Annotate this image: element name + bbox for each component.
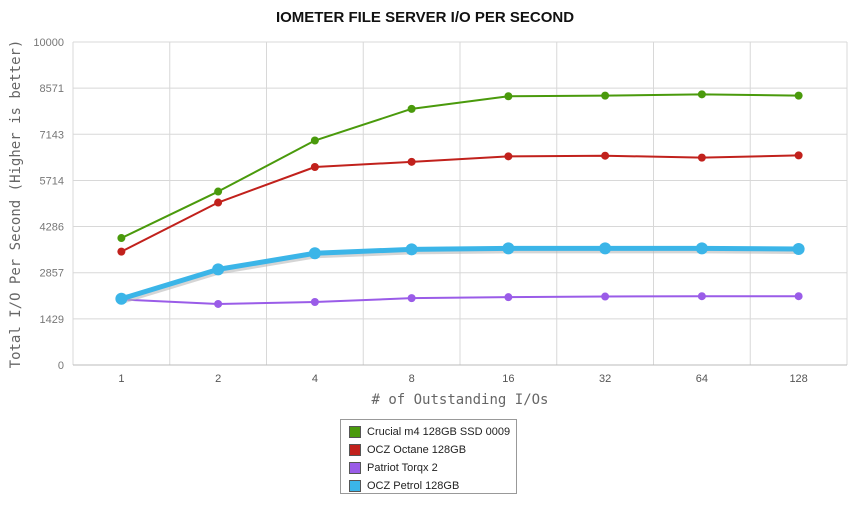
chart-title: IOMETER FILE SERVER I/O PER SECOND: [275, 9, 575, 26]
grid-lines: [72, 41, 848, 366]
data-point: [310, 163, 319, 172]
data-point: [502, 242, 515, 255]
y-axis-label: Total I/O Per Second (Higher is better): [8, 40, 24, 369]
data-point: [212, 263, 225, 276]
y-tick-label: 10000: [33, 37, 64, 49]
y-tick-label: 1429: [40, 314, 64, 326]
y-tick-label: 4286: [40, 222, 64, 234]
data-point: [601, 91, 610, 100]
legend-item[interactable]: Patriot Torqx 2: [349, 459, 516, 477]
x-tick-label: 4: [312, 373, 318, 385]
legend-label: Crucial m4 128GB SSD 0009: [367, 426, 511, 438]
data-point: [310, 298, 319, 307]
data-point: [697, 292, 706, 301]
data-point: [504, 152, 513, 161]
data-point: [601, 292, 610, 301]
data-point: [214, 299, 223, 308]
x-tick-label: 2: [215, 373, 221, 385]
y-tick-label: 0: [58, 360, 64, 372]
data-point: [601, 151, 610, 160]
y-axis-ticks: 0 1429 2857 4286 5714 7143 8571 10000: [33, 37, 64, 372]
legend-swatch: [349, 426, 361, 438]
x-tick-label: 64: [696, 373, 708, 385]
legend-label: OCZ Petrol 128GB: [367, 480, 460, 492]
legend-item[interactable]: Crucial m4 128GB SSD 0009: [349, 423, 516, 441]
series-line: [120, 245, 799, 302]
legend-item[interactable]: OCZ Octane 128GB: [349, 441, 516, 459]
data-point: [504, 293, 513, 302]
legend-item[interactable]: OCZ Petrol 128GB: [349, 477, 516, 495]
data-point: [407, 104, 416, 113]
series-line: [121, 295, 799, 305]
data-point: [407, 294, 416, 303]
data-point: [214, 198, 223, 207]
data-point: [405, 243, 418, 256]
data-point: [115, 292, 128, 305]
y-tick-label: 5714: [40, 175, 64, 187]
data-point: [599, 242, 612, 255]
x-tick-label: 32: [599, 373, 611, 385]
legend-label: OCZ Octane 128GB: [367, 444, 467, 456]
y-tick-label: 8571: [40, 83, 64, 95]
data-point: [697, 153, 706, 162]
y-tick-label: 2857: [40, 268, 64, 280]
x-tick-label: 16: [502, 373, 514, 385]
series-points: [115, 90, 805, 308]
data-point: [504, 92, 513, 101]
data-point: [697, 90, 706, 99]
series-shadow: [121, 247, 800, 304]
legend-label: Patriot Torqx 2: [367, 462, 438, 474]
series-line: [120, 154, 799, 253]
data-point: [117, 234, 126, 243]
legend-swatch: [349, 480, 361, 492]
x-tick-label: 128: [789, 373, 807, 385]
data-point: [794, 151, 803, 160]
series-lines: [120, 93, 800, 305]
series-line: [120, 93, 799, 239]
x-axis-label: # of Outstanding I/Os: [371, 392, 548, 408]
data-point: [792, 243, 805, 256]
data-point: [695, 242, 708, 255]
x-tick-label: 8: [409, 373, 415, 385]
y-tick-label: 7143: [40, 129, 64, 141]
data-point: [308, 247, 321, 260]
legend-swatch: [349, 462, 361, 474]
x-tick-label: 1: [118, 373, 124, 385]
x-axis-ticks: 1 2 4 8 16 32 64 128: [118, 373, 807, 385]
data-point: [310, 136, 319, 145]
data-point: [214, 187, 223, 196]
data-point: [794, 91, 803, 100]
data-point: [794, 292, 803, 301]
chart-legend: Crucial m4 128GB SSD 0009 OCZ Octane 128G…: [340, 419, 517, 494]
legend-swatch: [349, 444, 361, 456]
data-point: [407, 157, 416, 166]
data-point: [117, 247, 126, 256]
